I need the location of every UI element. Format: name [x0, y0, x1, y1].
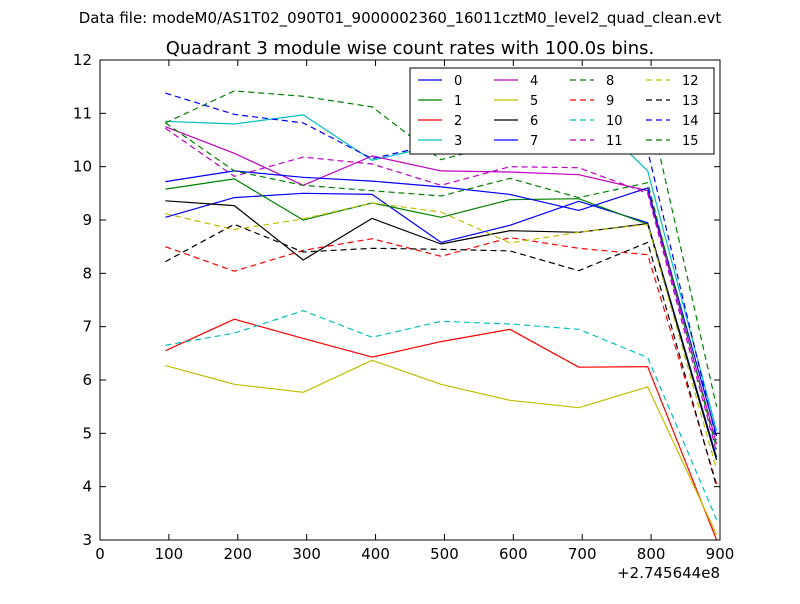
legend-label-14: 14 — [682, 114, 699, 129]
series-line-12 — [165, 202, 718, 470]
legend-label-8: 8 — [606, 74, 614, 89]
y-tick-label: 10 — [73, 158, 92, 176]
series-line-5 — [165, 359, 718, 535]
y-tick-label: 8 — [82, 264, 92, 282]
legend-label-9: 9 — [606, 94, 614, 109]
series-line-8 — [165, 90, 718, 407]
y-tick-label: 6 — [82, 371, 92, 389]
chart-title: Quadrant 3 module wise count rates with … — [166, 38, 655, 59]
series-line-4 — [165, 126, 718, 445]
legend-label-10: 10 — [606, 114, 623, 129]
x-tick-label: 100 — [155, 545, 184, 563]
y-tick-label: 4 — [82, 478, 92, 496]
y-tick-label: 3 — [82, 531, 92, 549]
series-line-7 — [165, 170, 718, 437]
legend-label-11: 11 — [606, 134, 623, 149]
legend-label-5: 5 — [530, 94, 538, 109]
axis-ticks: 0 100 200 300 400 500 600 700 800 900345678910111… — [73, 51, 734, 563]
series-line-9 — [165, 237, 718, 485]
legend-label-1: 1 — [454, 94, 462, 109]
x-tick-label: 900 — [706, 545, 735, 563]
x-tick-label: 700 — [568, 545, 597, 563]
x-tick-label: 600 — [499, 545, 528, 563]
y-tick-label: 12 — [73, 51, 92, 69]
legend-label-4: 4 — [530, 74, 538, 89]
x-tick-label: 500 — [430, 545, 459, 563]
legend-label-7: 7 — [530, 134, 538, 149]
x-tick-label: 300 — [292, 545, 321, 563]
figure-suptitle: Data file: modeM0/AS1T02_090T01_90000023… — [79, 9, 722, 28]
y-tick-label: 11 — [73, 104, 92, 122]
y-tick-label: 9 — [82, 211, 92, 229]
x-tick-label: 400 — [361, 545, 390, 563]
plot-border — [99, 59, 721, 541]
legend-label-13: 13 — [682, 94, 699, 109]
series-line-15 — [165, 122, 718, 450]
legend-label-2: 2 — [454, 114, 462, 129]
legend-label-12: 12 — [682, 74, 699, 89]
y-tick-label: 7 — [82, 318, 92, 336]
series-line-13 — [165, 223, 718, 487]
series-lines — [165, 90, 718, 541]
legend-label-3: 3 — [454, 134, 462, 149]
legend-label-6: 6 — [530, 114, 538, 129]
series-line-14 — [165, 92, 718, 440]
y-tick-label: 5 — [82, 424, 92, 442]
x-tick-label: 200 — [223, 545, 252, 563]
legend-box — [409, 67, 715, 155]
x-tick-label: 800 — [637, 545, 666, 563]
legend-label-15: 15 — [682, 134, 699, 149]
x-offset-label: +2.745644e8 — [617, 564, 720, 582]
x-tick-label: 0 — [95, 545, 105, 563]
series-line-10 — [165, 310, 718, 520]
legend-label-0: 0 — [454, 74, 462, 89]
series-line-1 — [165, 178, 718, 461]
